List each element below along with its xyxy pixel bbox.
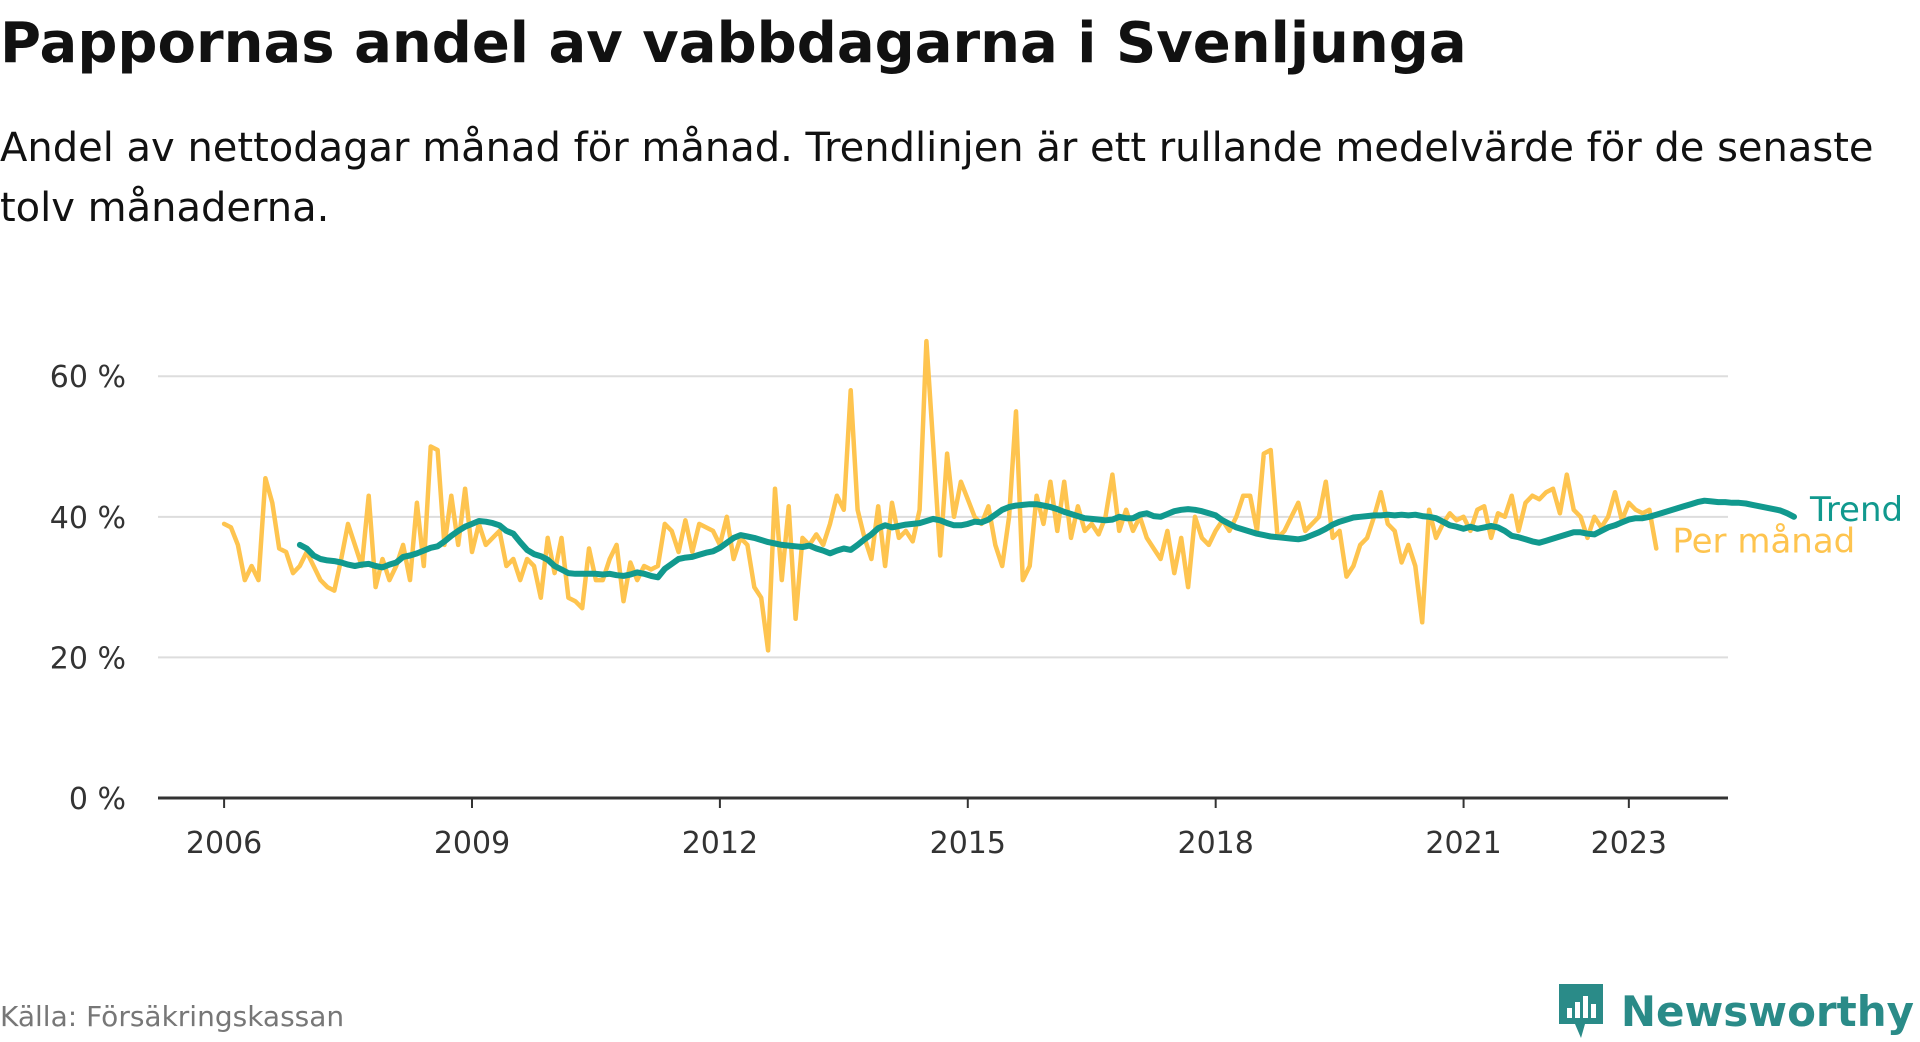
x-tick-label: 2012 xyxy=(682,826,758,861)
x-tick-label: 2006 xyxy=(186,826,262,861)
newsworthy-logo-icon xyxy=(1558,984,1603,1038)
x-tick-label: 2023 xyxy=(1591,826,1667,861)
series-line-trend xyxy=(296,497,1797,581)
brand-logo-group: Newsworthy xyxy=(1555,980,1914,1042)
line-chart: 0 % 20 % 40 % 60 % 2006 2009 2012 2015 2018 2021 2… xyxy=(50,338,1903,861)
brand-name: Newsworthy xyxy=(1620,986,1914,1036)
y-tick-label: 20 % xyxy=(50,641,126,676)
x-tick-label: 2018 xyxy=(1178,826,1254,861)
y-tick-label: 60 % xyxy=(50,360,126,395)
chart-subtitle: Andel av nettodagar månad för månad. Tre… xyxy=(0,125,1874,231)
source-note: Källa: Försäkringskassan xyxy=(0,1000,345,1033)
y-tick-label: 40 % xyxy=(50,501,126,536)
data-series xyxy=(221,338,1797,653)
axes: 0 % 20 % 40 % 60 % 2006 2009 2012 2015 2018 2021 2… xyxy=(50,360,1728,861)
x-tick-label: 2021 xyxy=(1425,826,1501,861)
y-tick-label: 0 % xyxy=(69,782,126,817)
chart-title: Pappornas andel av vabbdagarna i Svenlju… xyxy=(0,11,1467,76)
x-tick-label: 2009 xyxy=(434,826,510,861)
x-tick-label: 2015 xyxy=(930,826,1006,861)
series-label-per-m-nad: Per månad xyxy=(1672,521,1855,561)
series-label-trend: Trend xyxy=(1809,490,1903,530)
series-line-per-m-nad xyxy=(221,338,1659,653)
